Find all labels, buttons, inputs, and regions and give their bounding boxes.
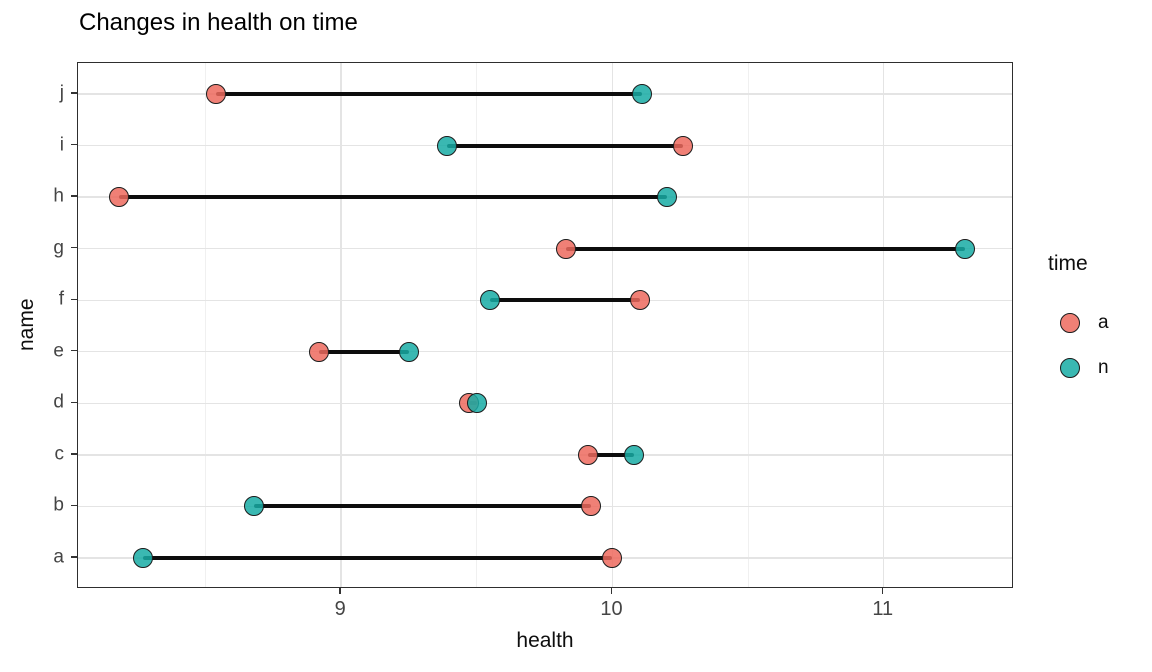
gridline-x-major [883, 63, 885, 587]
y-tick [71, 504, 77, 507]
segment-h [118, 195, 667, 200]
segment-b [254, 504, 591, 509]
legend-entry-n: n [1060, 357, 1148, 378]
point-n-c [624, 444, 645, 465]
y-tick-label: b [53, 494, 64, 516]
segment-f [490, 298, 640, 303]
gridline-x-minor [747, 63, 749, 587]
point-n-j [632, 83, 653, 104]
legend-label-a: a [1098, 312, 1109, 333]
point-a-h [108, 187, 129, 208]
y-tick [71, 556, 77, 558]
y-tick [71, 350, 77, 352]
point-a-c [578, 444, 599, 465]
point-n-i [436, 135, 457, 156]
point-n-a [133, 548, 154, 569]
plot-panel [77, 62, 1013, 588]
gridline-y-major [78, 351, 1012, 353]
segment-j [216, 91, 643, 96]
y-tick [71, 92, 77, 94]
x-tick [610, 588, 613, 594]
point-a-b [580, 496, 601, 517]
point-a-a [602, 548, 623, 569]
x-tick-label: 11 [872, 598, 894, 620]
segment-i [446, 143, 683, 148]
point-a-i [673, 135, 693, 156]
gridline-x-minor [476, 63, 478, 587]
y-axis-title: name [15, 298, 38, 352]
chart-title: Changes in health on time [79, 9, 358, 36]
legend-entry-a: a [1060, 312, 1148, 333]
legend-title: time [1048, 252, 1088, 275]
gridline-y-major [78, 454, 1012, 456]
y-tick-label: j [59, 82, 64, 104]
y-tick-label: g [53, 237, 64, 259]
y-tick-label: a [53, 546, 64, 568]
x-tick-label: 9 [334, 598, 346, 620]
point-a-f [629, 290, 650, 311]
point-n-e [398, 341, 419, 362]
segment-e [319, 349, 409, 354]
segment-a [143, 556, 613, 561]
x-tick [339, 588, 341, 594]
segment-c [588, 452, 635, 457]
gridline-x-minor [205, 63, 206, 587]
point-n-g [955, 238, 976, 259]
legend-key-n-icon [1060, 358, 1080, 378]
gridline-x-major [611, 63, 614, 587]
gridline-y-major [78, 402, 1012, 405]
legend-label-n: n [1098, 357, 1109, 378]
point-a-e [309, 341, 330, 362]
y-tick [71, 195, 77, 197]
y-tick-label: e [53, 340, 64, 362]
point-n-d [466, 393, 487, 414]
legend-key-a-icon [1060, 313, 1080, 333]
y-tick [71, 401, 77, 404]
point-n-h [656, 187, 677, 208]
y-tick-label: c [54, 443, 65, 465]
y-tick [71, 298, 77, 300]
gridline-y-major [78, 247, 1012, 250]
y-tick-label: f [58, 288, 64, 310]
legend: time a n [1038, 252, 1148, 403]
y-tick-label: h [53, 185, 64, 207]
y-tick [71, 453, 77, 455]
point-n-b [244, 496, 265, 517]
y-tick [71, 246, 77, 249]
y-tick-label: i [59, 134, 64, 155]
y-tick [71, 143, 77, 146]
segment-g [566, 246, 966, 251]
point-a-j [206, 83, 227, 104]
y-tick-label: d [53, 391, 64, 413]
point-n-f [480, 290, 501, 311]
x-axis-title: health [516, 629, 574, 652]
point-a-g [556, 238, 577, 259]
x-tick [882, 588, 884, 594]
gridline-x-major [340, 63, 342, 587]
x-tick-label: 10 [600, 598, 623, 620]
